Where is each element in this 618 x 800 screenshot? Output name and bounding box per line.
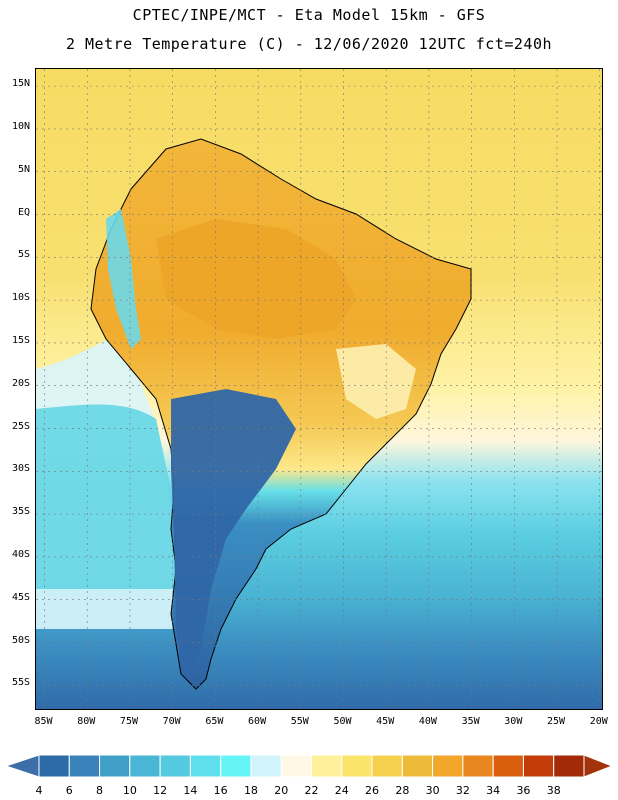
colorbar-tick-label: 34 xyxy=(486,784,501,797)
longitude-tick-label: 40W xyxy=(418,716,437,727)
colorbar-swatch xyxy=(250,754,282,778)
pacific-cold-band xyxy=(36,404,181,589)
colorbar-swatch xyxy=(522,754,555,778)
brazilian-highlands xyxy=(336,344,416,419)
colorbar-tick-label: 32 xyxy=(455,784,470,797)
colorbar-swatch xyxy=(462,754,494,778)
colorbar-underflow-arrow xyxy=(4,754,40,778)
colorbar-overflow-arrow xyxy=(583,754,614,778)
longitude-tick-label: 30W xyxy=(504,716,523,727)
colorbar-tick-label: 36 xyxy=(516,784,531,797)
temperature-map[interactable] xyxy=(35,68,603,710)
colorbar-swatch xyxy=(553,754,585,778)
amazon-warm-zone xyxy=(156,219,356,339)
colorbar-swatch xyxy=(189,754,222,778)
colorbar-tick-label: 38 xyxy=(546,784,561,797)
longitude-tick-label: 75W xyxy=(119,716,138,727)
latitude-tick-label: 25S xyxy=(11,420,30,432)
longitude-tick-label: 65W xyxy=(205,716,224,727)
colorbar-tick-label: 4 xyxy=(35,784,43,797)
latitude-tick-label: 20S xyxy=(11,377,30,389)
colorbar-tick-label: 16 xyxy=(213,784,228,797)
latitude-tick-label: 5S xyxy=(17,249,30,261)
colorbar-tick-label: 24 xyxy=(334,784,349,797)
map-subtitle: 2 Metre Temperature (C) - 12/06/2020 12U… xyxy=(65,35,553,53)
colorbar-swatch xyxy=(280,754,313,778)
latitude-tick-label: 45S xyxy=(11,591,30,603)
andes-cold-strip xyxy=(106,209,141,349)
graticule xyxy=(36,69,602,709)
colorbar-tick-label: 30 xyxy=(425,784,440,797)
latitude-tick-label: 55S xyxy=(11,677,30,689)
colorbar-tick-label: 18 xyxy=(243,784,258,797)
longitude-tick-label: 25W xyxy=(546,716,566,727)
longitude-tick-label: 85W xyxy=(34,716,53,727)
colorbar-swatch xyxy=(432,754,464,778)
longitude-tick-label: 60W xyxy=(248,716,267,727)
longitude-tick-label: 20W xyxy=(589,716,608,727)
latitude-tick-label: EQ xyxy=(17,206,30,218)
longitude-tick-label: 50W xyxy=(333,716,352,727)
longitude-tick-label: 45W xyxy=(376,716,395,727)
colorbar-swatch xyxy=(341,754,373,778)
latitude-tick-label: 5N xyxy=(17,163,30,175)
colorbar-swatch xyxy=(99,754,131,778)
latitude-tick-label: 50S xyxy=(11,634,30,646)
colorbar-tick-label: 8 xyxy=(96,784,104,797)
latitude-tick-label: 10S xyxy=(11,292,30,304)
latitude-tick-label: 10N xyxy=(11,120,30,132)
colorbar-tick-label: 28 xyxy=(395,784,410,797)
colorbar-swatch xyxy=(220,754,252,778)
colorbar-tick-label: 12 xyxy=(153,784,168,797)
longitude-tick-label: 55W xyxy=(290,716,309,727)
southern-cone-cold xyxy=(171,389,296,679)
longitude-tick-label: 35W xyxy=(461,716,480,727)
colorbar-tick-label: 20 xyxy=(274,784,289,797)
latitude-tick-label: 35S xyxy=(11,506,30,518)
colorbar-tick-label: 14 xyxy=(183,784,198,797)
colorbar-tick-label: 10 xyxy=(122,784,137,797)
colorbar-swatch xyxy=(401,754,434,778)
colorbar-swatch xyxy=(68,754,101,778)
colorbar-swatch xyxy=(311,754,343,778)
colorbar-swatch xyxy=(159,754,191,778)
longitude-tick-label: 70W xyxy=(162,716,181,727)
latitude-tick-label: 15N xyxy=(11,78,30,90)
colorbar-swatch xyxy=(492,754,524,778)
colorbar-swatch xyxy=(129,754,161,778)
colorbar-tick-label: 22 xyxy=(304,784,319,797)
longitude-tick-label: 80W xyxy=(77,716,96,727)
temperature-colorbar xyxy=(4,754,614,778)
colorbar-swatch xyxy=(38,754,70,778)
map-title: CPTEC/INPE/MCT - Eta Model 15km - GFS xyxy=(132,6,486,24)
latitude-tick-label: 30S xyxy=(11,463,30,475)
colorbar-tick-label: 6 xyxy=(65,784,73,797)
latitude-tick-label: 40S xyxy=(11,548,30,560)
latitude-tick-label: 15S xyxy=(11,334,30,346)
colorbar-swatch xyxy=(371,754,403,778)
colorbar-tick-label: 26 xyxy=(365,784,380,797)
